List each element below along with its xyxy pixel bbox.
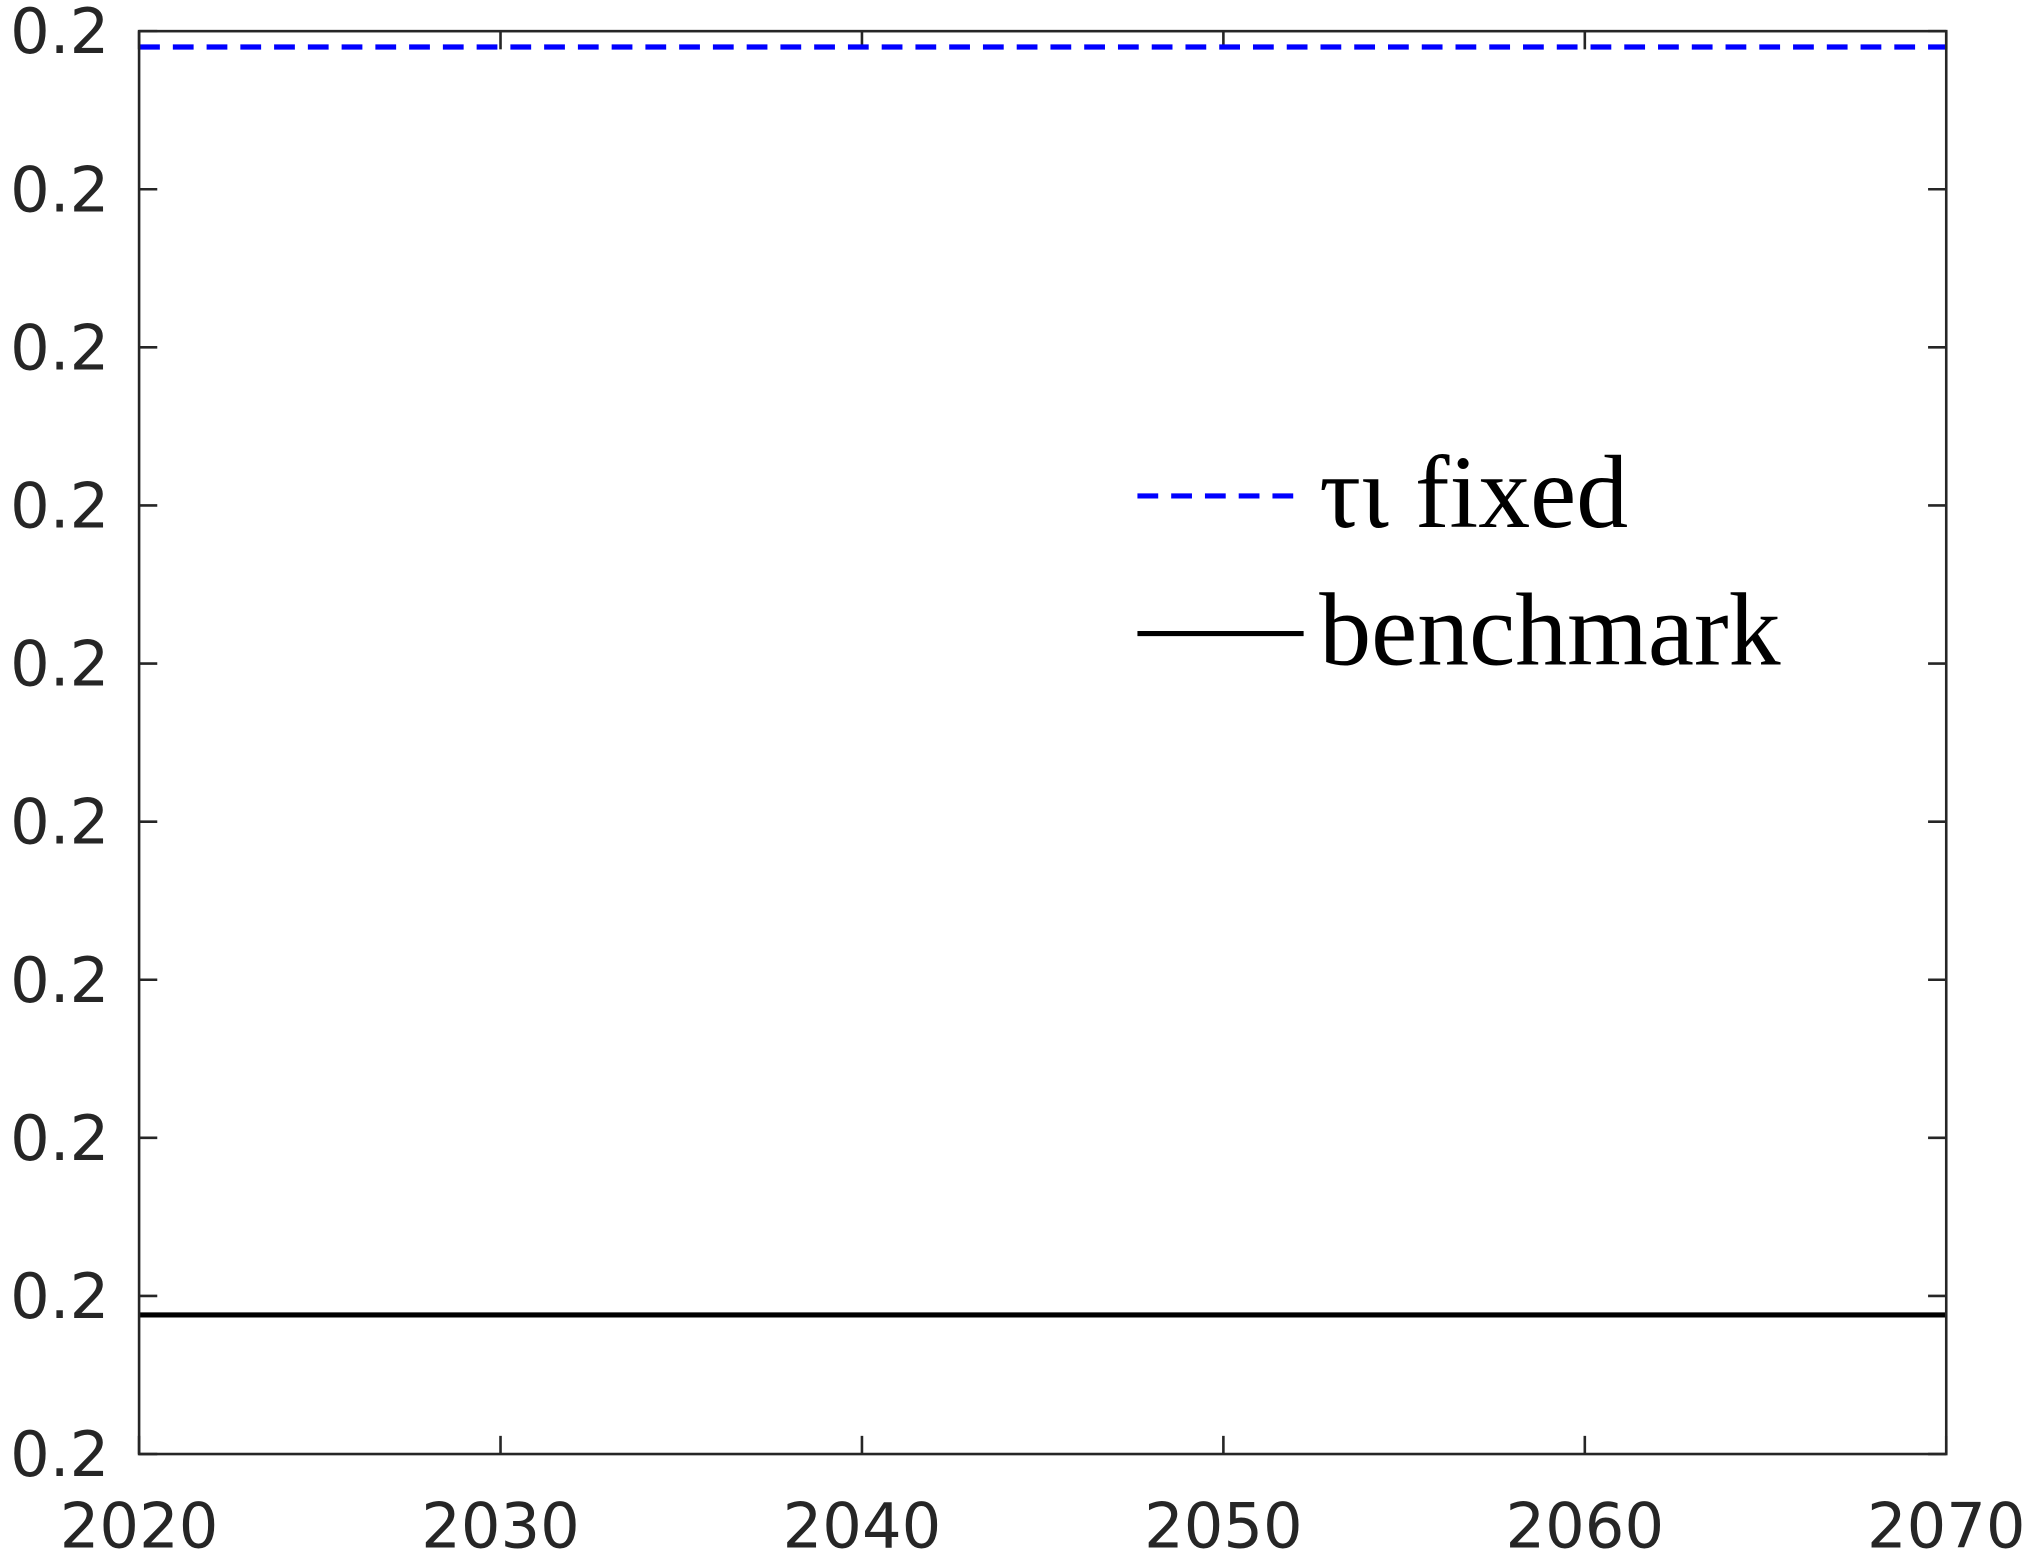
x-tick-label: 2070 — [1867, 1490, 2026, 1554]
y-tick-label: 0.2 — [10, 470, 109, 543]
y-tick-label: 0.2 — [10, 153, 109, 226]
axes-box — [137, 29, 1948, 1456]
legend-label: benchmark — [1319, 573, 1780, 688]
y-tick-label: 0.2 — [10, 628, 109, 701]
y-tick-label: 0.2 — [10, 786, 109, 859]
y-tick-label: 0.2 — [10, 1102, 109, 1175]
y-tick-label: 0.2 — [10, 311, 109, 384]
x-tick-label: 2030 — [421, 1490, 580, 1554]
legend-label: τι fixed — [1319, 435, 1628, 550]
y-tick-label: 0.2 — [10, 0, 109, 68]
x-tick-label: 2040 — [783, 1490, 942, 1554]
y-tick-label: 0.2 — [10, 1260, 109, 1333]
plot-area — [139, 31, 1947, 1455]
x-tick-label: 2050 — [1144, 1490, 1303, 1554]
x-tick-label: 2060 — [1506, 1490, 1665, 1554]
y-tick-label: 0.2 — [10, 944, 109, 1017]
y-tick-label: 0.2 — [10, 1418, 109, 1491]
x-tick-label: 2020 — [60, 1490, 219, 1554]
